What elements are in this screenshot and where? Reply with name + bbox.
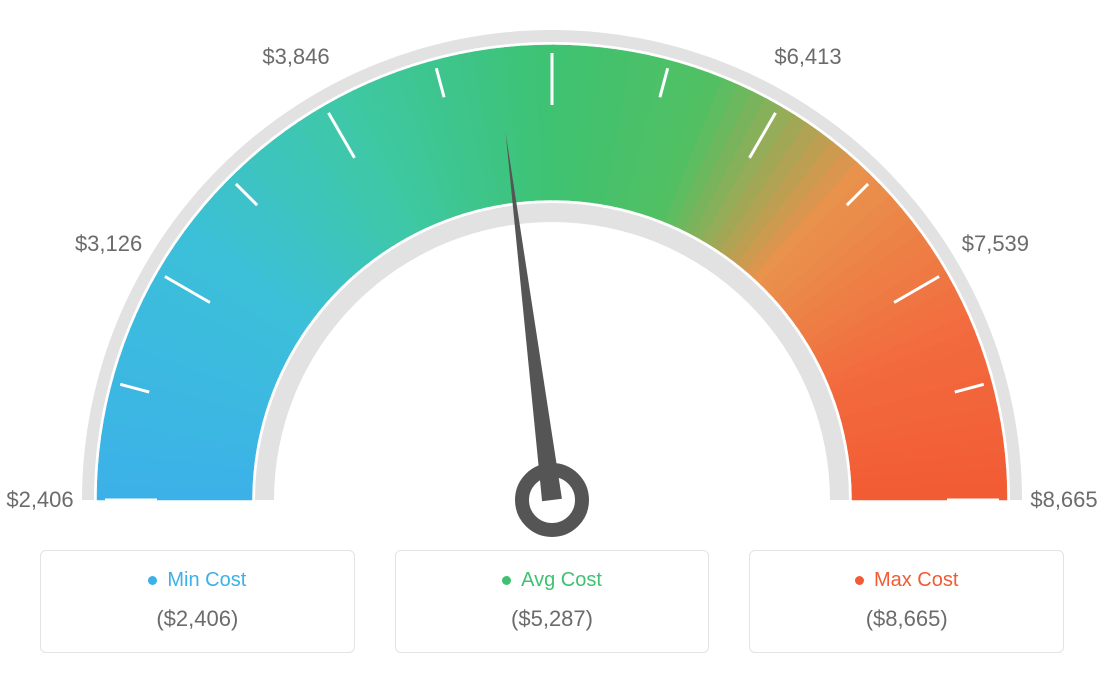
gauge-tick-label: $3,126	[75, 231, 142, 257]
legend-title-avg: Avg Cost	[416, 569, 689, 592]
gauge-svg	[0, 0, 1104, 540]
dot-icon	[855, 576, 864, 585]
legend-value-min: ($2,406)	[61, 606, 334, 632]
gauge-tick-label: $3,846	[262, 44, 329, 70]
dot-icon	[502, 576, 511, 585]
gauge-tick-label: $7,539	[962, 231, 1029, 257]
gauge-tick-label: $5,287	[518, 0, 585, 1]
legend-row: Min Cost ($2,406) Avg Cost ($5,287) Max …	[0, 550, 1104, 653]
gauge-tick-label: $8,665	[1030, 487, 1097, 513]
gauge-tick-label: $6,413	[774, 44, 841, 70]
gauge-tick-label: $2,406	[6, 487, 73, 513]
gauge-chart-container: $2,406 $3,126 $3,846 $5,287 $6,413 $7,539 $8,6…	[0, 0, 1104, 690]
legend-label-max: Max Cost	[874, 569, 958, 592]
legend-label-min: Min Cost	[167, 569, 246, 592]
legend-title-max: Max Cost	[770, 569, 1043, 592]
legend-value-max: ($8,665)	[770, 606, 1043, 632]
gauge-area: $2,406 $3,126 $3,846 $5,287 $6,413 $7,539 $8,6…	[0, 0, 1104, 540]
legend-card-min: Min Cost ($2,406)	[40, 550, 355, 653]
legend-label-avg: Avg Cost	[521, 569, 602, 592]
legend-card-avg: Avg Cost ($5,287)	[395, 550, 710, 653]
legend-title-min: Min Cost	[61, 569, 334, 592]
legend-value-avg: ($5,287)	[416, 606, 689, 632]
legend-card-max: Max Cost ($8,665)	[749, 550, 1064, 653]
dot-icon	[148, 576, 157, 585]
